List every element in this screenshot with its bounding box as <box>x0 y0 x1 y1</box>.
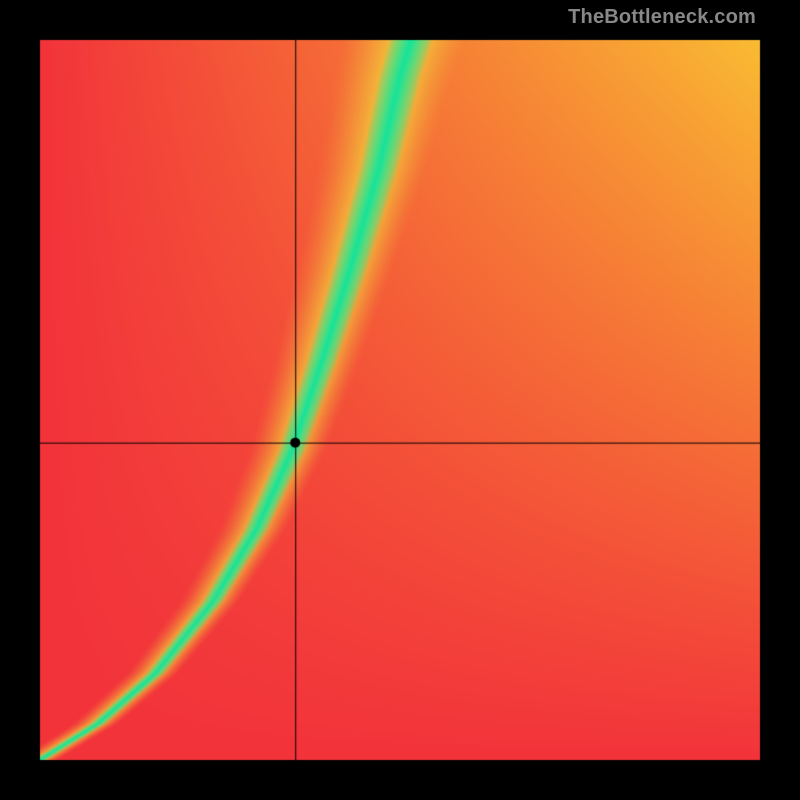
bottleneck-heatmap <box>0 0 800 800</box>
chart-container: TheBottleneck.com <box>0 0 800 800</box>
watermark-text: TheBottleneck.com <box>568 6 756 29</box>
